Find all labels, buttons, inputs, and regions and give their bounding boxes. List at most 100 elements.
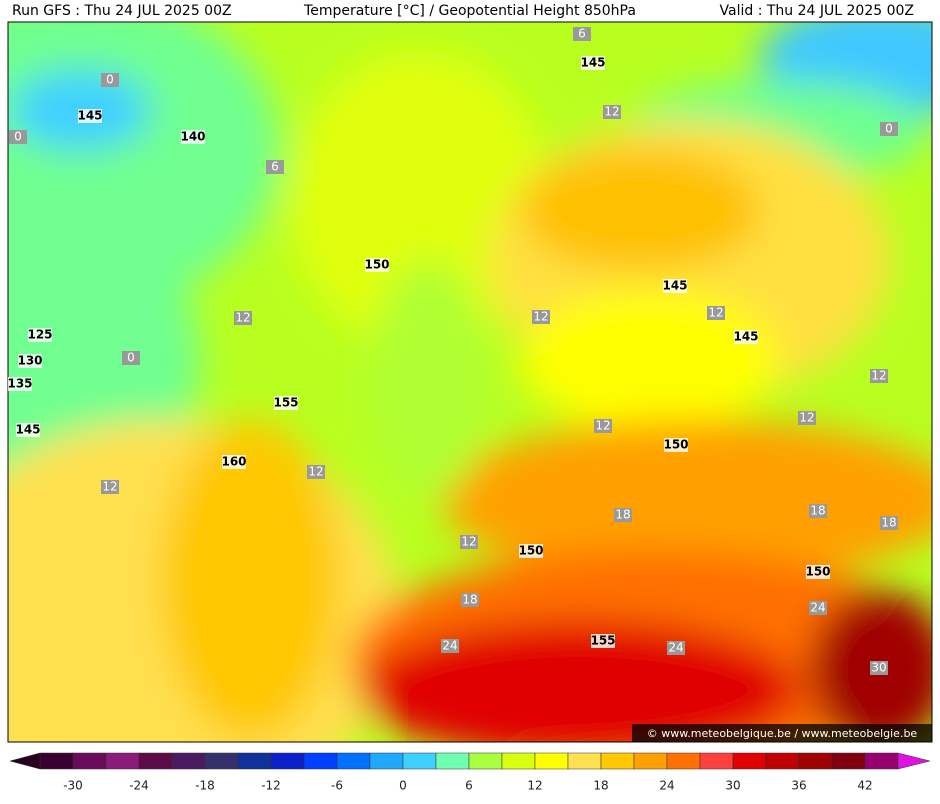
height-label-bg — [181, 130, 205, 144]
colorbar-swatch — [237, 752, 272, 770]
height-label-bg — [581, 56, 605, 70]
height-label: 150 — [805, 565, 830, 579]
colorbar-tick-label: -24 — [129, 779, 149, 793]
height-label: 150 — [518, 544, 543, 558]
temperature-label-bg — [266, 160, 284, 174]
height-label: 160 — [221, 455, 246, 469]
colorbar-swatch — [699, 752, 734, 770]
height-label-bg — [365, 258, 389, 272]
height-label-bg — [274, 396, 298, 410]
height-label: 145 — [662, 279, 687, 293]
temperature-label-bg — [532, 310, 550, 324]
colorbar-swatch — [369, 752, 404, 770]
height-label: 145 — [733, 330, 758, 344]
colorbar-swatch — [138, 752, 173, 770]
height-label-bg — [78, 109, 102, 123]
height-label: 125 — [27, 328, 52, 342]
temperature-label-bg — [798, 411, 816, 425]
colorbar-swatch — [303, 752, 338, 770]
height-label: 150 — [663, 438, 688, 452]
temperature-label-bg — [101, 73, 119, 87]
temperature-label-bg — [603, 105, 621, 119]
temperature-label-bg — [809, 504, 827, 518]
height-label: 145 — [580, 56, 605, 70]
temperature-label: 12 — [461, 535, 476, 549]
colorbar-swatch — [105, 752, 140, 770]
temperature-label: 6 — [271, 160, 279, 174]
colorbar-swatch — [336, 752, 371, 770]
temperature-label: 12 — [235, 311, 250, 325]
map-title: Temperature [°C] / Geopotential Height 8… — [303, 3, 636, 19]
colorbar-swatch — [798, 752, 833, 770]
colorbar-tick-label: 18 — [593, 779, 608, 793]
colorbar-swatch — [864, 752, 899, 770]
temperature-label: 0 — [127, 351, 135, 365]
temperature-label-bg — [460, 535, 478, 549]
colorbar-swatch — [732, 752, 767, 770]
colorbar-tick-label: 42 — [857, 779, 872, 793]
temperature-label: 0 — [106, 73, 114, 87]
temperature-label: 0 — [885, 122, 893, 136]
temperature-label: 12 — [102, 480, 117, 494]
temperature-label: 0 — [14, 130, 22, 144]
temperature-label-bg — [880, 516, 898, 530]
temperature-label: 18 — [881, 516, 896, 530]
height-label: 155 — [273, 396, 298, 410]
temperature-label-bg — [234, 311, 252, 325]
height-label: 135 — [7, 377, 32, 391]
height-label: 150 — [364, 258, 389, 272]
height-label-bg — [16, 423, 40, 437]
colorbar-tick-label: -6 — [331, 779, 343, 793]
temperature-label: 18 — [462, 593, 477, 607]
temperature-label: 30 — [871, 661, 886, 675]
colorbar-swatch — [501, 752, 536, 770]
valid-info: Valid : Thu 24 JUL 2025 00Z — [720, 3, 914, 19]
temperature-label: 24 — [442, 639, 457, 653]
height-label-bg — [222, 455, 246, 469]
temperature-label-bg — [870, 661, 888, 675]
height-label: 130 — [17, 354, 42, 368]
temperature-label: 24 — [810, 601, 825, 615]
height-label-bg — [591, 634, 615, 648]
temperature-label-bg — [441, 639, 459, 653]
colorbar-swatch — [765, 752, 800, 770]
colorbar-swatch — [270, 752, 305, 770]
colorbar-tick-label: -18 — [195, 779, 215, 793]
colorbar-swatch — [204, 752, 239, 770]
height-label: 145 — [15, 423, 40, 437]
colorbar-tick-label: -12 — [261, 779, 281, 793]
colorbar-swatch — [435, 752, 470, 770]
colorbar-swatch — [171, 752, 206, 770]
temperature-label-bg — [101, 480, 119, 494]
temperature-label: 18 — [615, 508, 630, 522]
colorbar-arrow-high — [897, 752, 931, 770]
temperature-label-bg — [307, 465, 325, 479]
temperature-label: 12 — [533, 310, 548, 324]
colorbar-swatch — [831, 752, 866, 770]
temperature-label-bg — [809, 601, 827, 615]
colorbar-tick-label: 24 — [659, 779, 674, 793]
temperature-label: 12 — [708, 306, 723, 320]
colorbar-tick-label: 12 — [527, 779, 542, 793]
temperature-label: 6 — [578, 27, 586, 41]
height-label-bg — [519, 544, 543, 558]
colorbar-swatch — [666, 752, 701, 770]
colorbar-swatch — [39, 752, 74, 770]
colorbar-tick-label: 30 — [725, 779, 740, 793]
colorbar-swatch — [600, 752, 635, 770]
height-label-bg — [734, 330, 758, 344]
temperature-label-bg — [880, 122, 898, 136]
run-info: Run GFS : Thu 24 JUL 2025 00Z — [12, 3, 232, 19]
colorbar-swatch — [402, 752, 437, 770]
colorbar-swatch — [468, 752, 503, 770]
height-label-bg — [663, 279, 687, 293]
height-label-bg — [806, 565, 830, 579]
colorbar-tick-label: 6 — [465, 779, 473, 793]
temperature-label: 18 — [810, 504, 825, 518]
temperature-label: 12 — [871, 369, 886, 383]
temperature-label: 12 — [799, 411, 814, 425]
watermark-bg — [632, 724, 932, 742]
temperature-label-bg — [870, 369, 888, 383]
